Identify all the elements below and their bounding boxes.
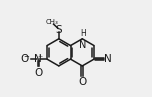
Text: CH₃: CH₃ <box>46 19 58 25</box>
Text: O: O <box>78 77 86 87</box>
Text: O: O <box>21 54 29 64</box>
Text: O: O <box>34 68 42 78</box>
Text: N: N <box>34 54 42 64</box>
Text: +: + <box>37 54 42 59</box>
Text: −: − <box>23 54 29 60</box>
Text: H: H <box>80 29 86 38</box>
Text: S: S <box>55 25 62 35</box>
Text: N: N <box>79 40 86 50</box>
Text: N: N <box>104 54 112 64</box>
